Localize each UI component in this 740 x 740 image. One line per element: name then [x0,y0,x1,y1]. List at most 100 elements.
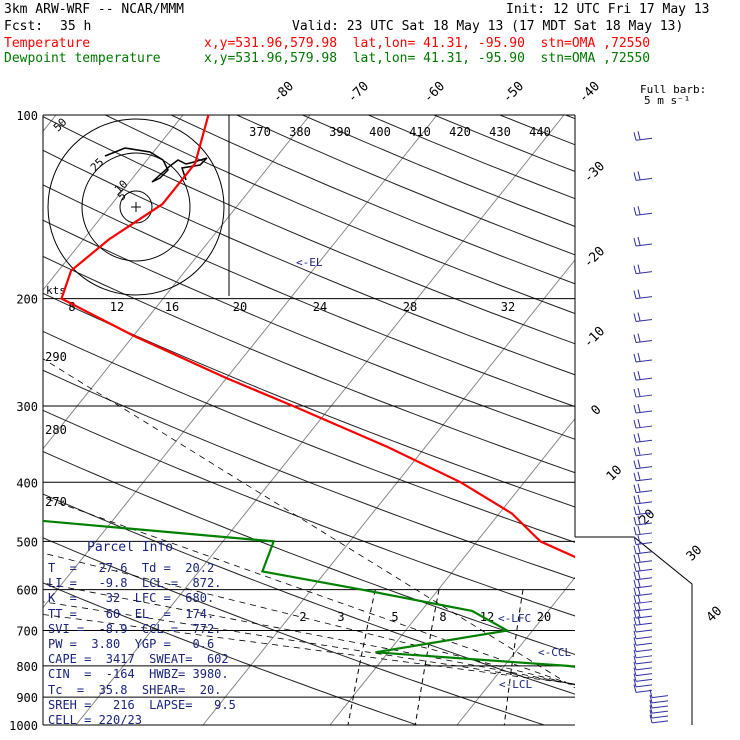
wind-barb [651,720,669,724]
theta-label-430: 430 [489,125,511,139]
parcel-row: LI = -9.8 LCL = 872. [48,576,222,591]
wind-barb [635,212,653,216]
wind-barb [651,715,669,719]
wind-barb-feather [633,434,637,443]
mixing-ratio-line [503,589,524,725]
wind-barb-feather [637,352,641,362]
wind-barb [635,522,653,526]
wind-barb [635,466,653,470]
theta-label-410: 410 [409,125,431,139]
dry-adiabat-line [43,493,575,695]
wind-barb-feather [637,553,641,562]
temperature-profile [60,115,575,559]
isotherm-label-30: 30 [684,543,706,565]
wind-barb-feather [633,388,637,398]
dry-adiabat-line [499,115,575,146]
wind-barb-feather [633,290,637,299]
wind-barb-feather [633,447,637,456]
wind-barb-feather [649,699,653,709]
dry-adiabat-line [631,115,740,725]
kts-label: kts [46,284,66,297]
isotherm-label--40: -40 [576,79,603,106]
wind-barb-feather [633,643,637,652]
wind-barb [651,705,669,709]
wind-barb-feather [633,371,637,381]
isotherm-label-10: 10 [604,463,626,485]
theta-e-label-270: 270 [45,495,67,509]
lcl-marker: <-LCL [499,678,532,691]
wind-barb-feather [637,387,641,397]
isotherm-label-40: 40 [704,604,726,626]
wind-barb-feather [633,595,637,604]
hodograph-ring [119,190,153,224]
wind-barb-feather [633,484,637,493]
pressure-label-900: 900 [16,691,38,705]
parcel-row: TT = 60 EL = 174. [48,606,215,621]
wind-barb [635,425,653,429]
wind-barb [651,695,669,699]
wind-barb-feather [633,313,637,322]
wind-barb [635,490,653,494]
wind-barb-feather [633,563,637,572]
wind-barb-feather [637,535,641,544]
wind-barb [651,700,669,704]
isotherm-label-20: 20 [637,507,659,529]
wind-barb [635,478,653,482]
wind-barb [635,551,653,555]
plot-frame [42,114,693,726]
pressure-label-300: 300 [16,400,38,414]
mixing-ratio-lower-3: 3 [337,610,344,624]
dry-adiabat-line [43,184,575,408]
theta-label-440: 440 [529,125,551,139]
wind-barb [635,296,653,300]
forecast-hour: 35 h [60,19,92,34]
pressure-label-200: 200 [16,293,38,307]
isotherm-line [43,115,311,450]
theta-e-label-280: 280 [45,423,67,437]
pressure-label-800: 800 [16,660,38,674]
hodograph-trace [104,147,208,183]
wind-barb-feather [637,370,641,380]
dry-adiabat-line [43,582,418,725]
parcel-row: CAPE = 3417 SWEAT= 602 [48,652,229,667]
wind-barb-feather [633,667,637,676]
wind-barb-feather [633,637,637,646]
el-marker: <-EL [296,256,323,269]
wind-barb-feather [637,483,641,492]
wind-barb-feather [633,419,637,429]
parcel-row: CIN = -164 HWBZ= 3980. [48,667,229,682]
wind-barb-feather [633,617,637,626]
parcel-row: SREH = 216 LAPSE= 9.5 [48,697,236,712]
isotherm-label--50: -50 [500,79,527,106]
lfc-marker: <-LFC [498,612,531,625]
background-lines [43,115,740,725]
wind-barb-feather [633,587,637,596]
wind-barbs: Full barb:5 m s⁻¹ [633,83,706,724]
wind-barb-feather [633,353,637,363]
profiles [43,115,575,668]
wind-barb-feather [637,312,641,321]
ccl-marker: <-CCL [538,646,571,659]
wind-barb [635,689,653,693]
wind-barb-feather [633,630,637,639]
wind-barb-feather [637,471,641,481]
wind-barb-feather [633,571,637,580]
mixing-ratio-label-32: 32 [501,300,515,314]
wind-barb [635,622,653,626]
forecast-label: Fcst: [4,19,44,34]
wind-barb-feather [633,655,637,665]
wind-barb-feather [649,694,653,704]
wind-barb [635,137,653,141]
parcel-info-title: Parcel Info [87,540,174,555]
wind-barb-feather [633,506,637,515]
wind-barb [635,439,653,443]
wind-barb-feather [637,570,641,579]
wind-barb-feather [633,237,637,247]
theta-label-380: 380 [289,125,311,139]
wind-barb-feather [637,515,641,525]
mixing-ratio-label-24: 24 [313,300,327,314]
model-title: 3km ARW-WRF -- NCAR/MMM [4,2,185,17]
wind-barb-feather [637,333,641,342]
wind-barb [635,661,653,665]
